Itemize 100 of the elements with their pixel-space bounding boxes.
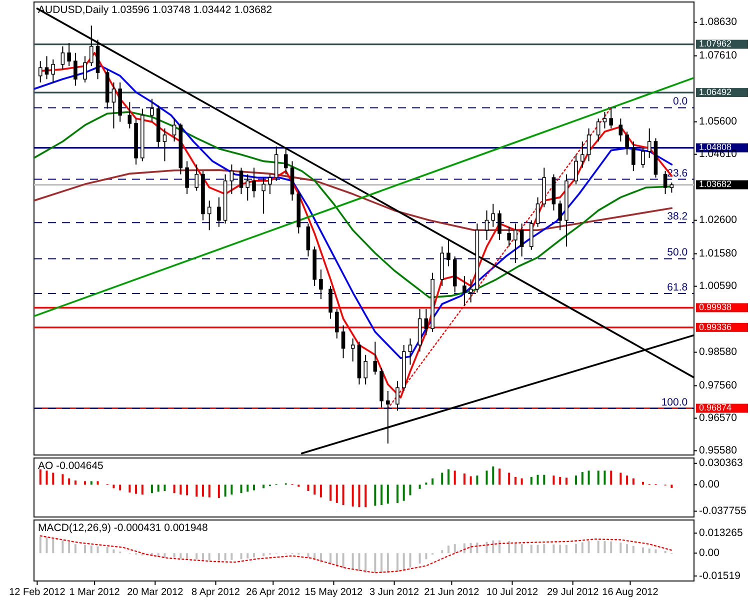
candlestick bbox=[446, 239, 450, 267]
bar bbox=[39, 536, 42, 554]
candlestick bbox=[632, 141, 636, 172]
bar bbox=[262, 553, 265, 556]
candlestick bbox=[408, 338, 412, 366]
bar bbox=[543, 474, 546, 485]
bar bbox=[581, 472, 584, 485]
bar bbox=[96, 546, 99, 554]
bar bbox=[597, 470, 600, 485]
bar bbox=[588, 541, 590, 554]
bar bbox=[196, 484, 198, 497]
bar bbox=[632, 546, 634, 554]
y-tick-label: -0.037755 bbox=[699, 504, 746, 517]
bar bbox=[374, 484, 376, 506]
bar bbox=[514, 542, 516, 554]
bar bbox=[610, 470, 612, 485]
bar bbox=[253, 484, 255, 490]
y-tick-label: -0.01519 bbox=[699, 570, 741, 582]
bar bbox=[492, 540, 494, 554]
annotation: 61.8 bbox=[667, 281, 688, 294]
bar bbox=[180, 484, 182, 495]
bar bbox=[358, 553, 360, 572]
bar bbox=[565, 478, 568, 485]
bar bbox=[164, 484, 166, 492]
bar bbox=[202, 553, 204, 560]
line-series bbox=[40, 535, 672, 574]
bar bbox=[642, 547, 644, 554]
bar bbox=[68, 542, 70, 554]
x-tick-label: 16 Aug 2012 bbox=[602, 587, 659, 598]
bar bbox=[604, 470, 606, 485]
ref-line-label: 1.07962 bbox=[699, 38, 732, 49]
bar bbox=[520, 478, 523, 485]
candlestick bbox=[172, 118, 176, 142]
candlestick bbox=[319, 269, 323, 300]
bar bbox=[670, 484, 673, 488]
bar bbox=[476, 476, 478, 485]
x-tick-label: 12 Feb 2012 bbox=[9, 587, 66, 598]
annotation: 38.2 bbox=[667, 210, 688, 223]
candlestick bbox=[60, 46, 65, 70]
bar bbox=[610, 541, 612, 554]
candlestick bbox=[185, 160, 189, 195]
x-tick-label: 10 Jul 2012 bbox=[486, 587, 539, 598]
bar bbox=[84, 481, 86, 485]
bar bbox=[514, 476, 516, 485]
bar bbox=[648, 548, 650, 554]
x-tick-label: 29 Jul 2012 bbox=[546, 587, 600, 598]
y-tick-label: 1.05600 bbox=[699, 116, 738, 128]
bar bbox=[559, 544, 562, 554]
bar bbox=[52, 472, 54, 485]
bar bbox=[626, 544, 628, 554]
ref-line-label: 1.03682 bbox=[699, 179, 732, 190]
bar bbox=[508, 541, 510, 554]
x-tick-label: 15 May 2012 bbox=[304, 587, 364, 598]
bar bbox=[543, 544, 546, 554]
bar bbox=[253, 553, 255, 558]
y-tick-label: 0.013265 bbox=[699, 526, 743, 539]
bar bbox=[626, 476, 628, 485]
bar bbox=[486, 542, 488, 554]
bar bbox=[320, 484, 322, 498]
bar bbox=[492, 466, 494, 485]
bar bbox=[218, 553, 220, 561]
bar bbox=[520, 544, 523, 554]
bar bbox=[330, 484, 332, 501]
candlestick bbox=[262, 177, 266, 214]
bar bbox=[441, 472, 444, 485]
bar bbox=[402, 553, 405, 570]
bar bbox=[352, 553, 354, 570]
candlestick bbox=[341, 324, 346, 359]
bar bbox=[307, 553, 310, 558]
candlestick bbox=[663, 170, 668, 195]
candlestick bbox=[520, 223, 524, 257]
candlestick bbox=[194, 164, 199, 192]
candlestick bbox=[386, 390, 390, 444]
candlestick bbox=[274, 146, 278, 182]
bar bbox=[409, 484, 412, 496]
bar bbox=[218, 484, 220, 498]
bar bbox=[246, 553, 249, 558]
bar bbox=[409, 553, 412, 568]
bar bbox=[150, 484, 153, 494]
candlestick bbox=[536, 196, 540, 228]
bar bbox=[119, 484, 122, 490]
candlestick bbox=[112, 82, 116, 129]
candlestick bbox=[268, 174, 272, 195]
bar bbox=[588, 470, 590, 485]
bar bbox=[246, 484, 249, 492]
chart-title: AO -0.004645 bbox=[38, 460, 104, 472]
candlestick bbox=[89, 25, 94, 67]
ref-line-label: 1.06492 bbox=[699, 86, 732, 97]
y-tick-label: 0.00 bbox=[699, 546, 720, 559]
bar bbox=[364, 484, 367, 508]
bar bbox=[632, 478, 634, 485]
candlestick bbox=[38, 60, 42, 83]
bar bbox=[262, 484, 265, 488]
bar bbox=[642, 482, 644, 485]
bar bbox=[620, 472, 622, 485]
bar bbox=[447, 469, 450, 485]
bar bbox=[336, 553, 338, 567]
bar bbox=[336, 484, 338, 503]
bar bbox=[240, 484, 242, 494]
bar bbox=[418, 553, 421, 564]
